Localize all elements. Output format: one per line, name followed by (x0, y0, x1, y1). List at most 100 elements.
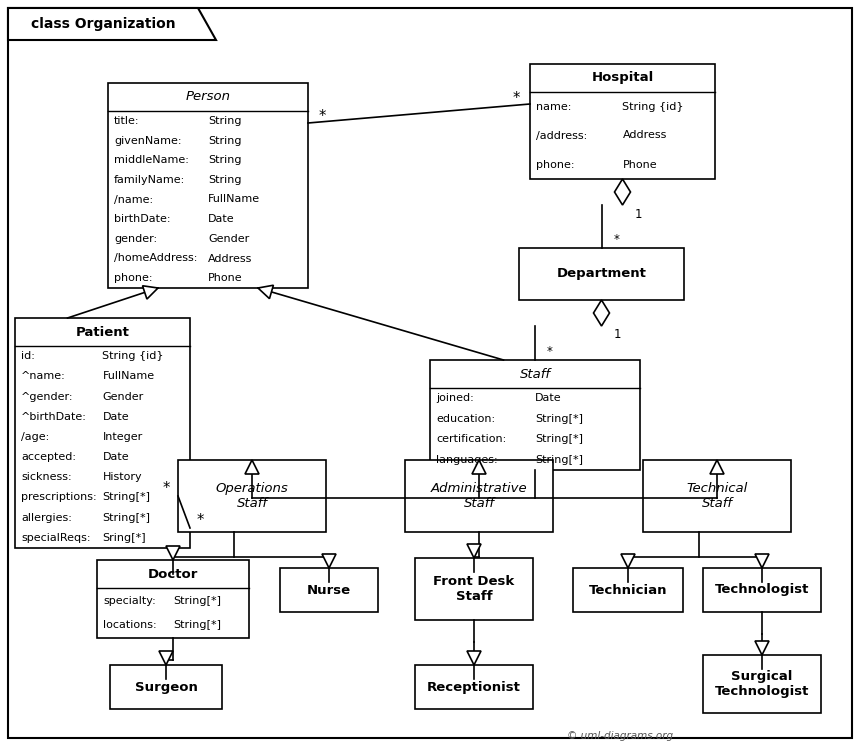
Text: Front Desk
Staff: Front Desk Staff (433, 575, 514, 603)
Text: 1: 1 (613, 329, 621, 341)
Text: title:: title: (114, 116, 139, 125)
Text: ^gender:: ^gender: (21, 391, 73, 401)
Text: *: * (513, 90, 519, 105)
Polygon shape (467, 651, 481, 665)
Text: ^birthDate:: ^birthDate: (21, 412, 87, 422)
Text: name:: name: (536, 102, 571, 111)
Text: FullName: FullName (208, 194, 260, 205)
Text: String: String (208, 135, 242, 146)
Text: String[*]: String[*] (102, 512, 150, 523)
Text: joined:: joined: (436, 393, 474, 403)
Text: Date: Date (102, 452, 129, 462)
Text: Phone: Phone (208, 273, 243, 283)
Text: /name:: /name: (114, 194, 153, 205)
Text: specialty:: specialty: (103, 595, 156, 606)
Text: accepted:: accepted: (21, 452, 76, 462)
Text: String: String (208, 116, 242, 125)
Text: *: * (196, 512, 204, 527)
Text: Date: Date (535, 393, 562, 403)
Text: Surgical
Technologist: Surgical Technologist (715, 670, 809, 698)
Text: class Organization: class Organization (31, 17, 175, 31)
Text: /age:: /age: (21, 432, 49, 442)
Text: Person: Person (186, 90, 230, 104)
Text: Sring[*]: Sring[*] (102, 533, 146, 543)
Text: Receptionist: Receptionist (427, 681, 521, 693)
Text: String {id}: String {id} (102, 351, 164, 361)
Text: Doctor: Doctor (148, 568, 198, 580)
Text: Staff: Staff (519, 368, 550, 380)
Text: Technologist: Technologist (715, 583, 809, 597)
Text: String: String (208, 155, 242, 165)
Polygon shape (710, 460, 724, 474)
Text: /homeAddress:: /homeAddress: (114, 253, 198, 264)
Bar (703, 568, 821, 612)
Text: locations:: locations: (103, 621, 157, 630)
Text: Date: Date (102, 412, 129, 422)
Text: String: String (208, 175, 242, 185)
Text: Nurse: Nurse (307, 583, 351, 597)
Text: *: * (547, 346, 553, 359)
Text: Date: Date (208, 214, 235, 224)
Text: givenName:: givenName: (114, 135, 181, 146)
Text: Surgeon: Surgeon (134, 681, 198, 693)
Text: String[*]: String[*] (535, 414, 583, 424)
Text: specialReqs:: specialReqs: (21, 533, 90, 543)
Text: String[*]: String[*] (535, 455, 583, 465)
Text: © uml-diagrams.org: © uml-diagrams.org (567, 731, 673, 741)
Text: Operations
Staff: Operations Staff (216, 482, 288, 510)
Text: certification:: certification: (436, 434, 507, 444)
Text: education:: education: (436, 414, 495, 424)
Text: gender:: gender: (114, 234, 157, 244)
Text: String[*]: String[*] (173, 621, 221, 630)
Text: String {id}: String {id} (623, 102, 684, 111)
Polygon shape (258, 285, 273, 299)
Bar (530, 64, 715, 179)
Text: Phone: Phone (623, 160, 657, 170)
Polygon shape (166, 546, 180, 560)
Polygon shape (245, 460, 259, 474)
Text: Administrative
Staff: Administrative Staff (431, 482, 527, 510)
Bar (405, 460, 553, 532)
Text: middleName:: middleName: (114, 155, 189, 165)
Bar (280, 568, 378, 612)
Bar (573, 568, 683, 612)
Bar (97, 560, 249, 638)
Polygon shape (615, 179, 630, 205)
Text: phone:: phone: (536, 160, 574, 170)
Text: Gender: Gender (208, 234, 249, 244)
Text: *: * (318, 110, 326, 125)
Text: sickness:: sickness: (21, 472, 71, 483)
Bar (108, 83, 308, 288)
Polygon shape (8, 8, 216, 40)
Text: allergies:: allergies: (21, 512, 72, 523)
Text: Address: Address (623, 131, 666, 140)
Bar (110, 665, 222, 709)
Text: *: * (613, 234, 619, 247)
Bar (519, 248, 684, 300)
Text: phone:: phone: (114, 273, 152, 283)
Text: String[*]: String[*] (102, 492, 150, 503)
Polygon shape (755, 554, 769, 568)
Text: ^name:: ^name: (21, 371, 65, 381)
Text: FullName: FullName (102, 371, 155, 381)
Polygon shape (755, 641, 769, 655)
Bar (703, 655, 821, 713)
Polygon shape (467, 544, 481, 558)
Polygon shape (143, 286, 158, 299)
Text: String[*]: String[*] (535, 434, 583, 444)
Text: *: * (163, 480, 169, 495)
Text: familyName:: familyName: (114, 175, 185, 185)
Polygon shape (593, 300, 610, 326)
Text: Technician: Technician (589, 583, 667, 597)
Bar (15, 318, 190, 548)
Text: History: History (102, 472, 142, 483)
Text: id:: id: (21, 351, 35, 361)
Text: 1: 1 (635, 208, 642, 220)
Text: Address: Address (208, 253, 252, 264)
Bar (415, 665, 533, 709)
Text: Patient: Patient (76, 326, 130, 338)
Bar (178, 460, 326, 532)
Text: languages:: languages: (436, 455, 498, 465)
Polygon shape (472, 460, 486, 474)
Text: Department: Department (556, 267, 647, 281)
